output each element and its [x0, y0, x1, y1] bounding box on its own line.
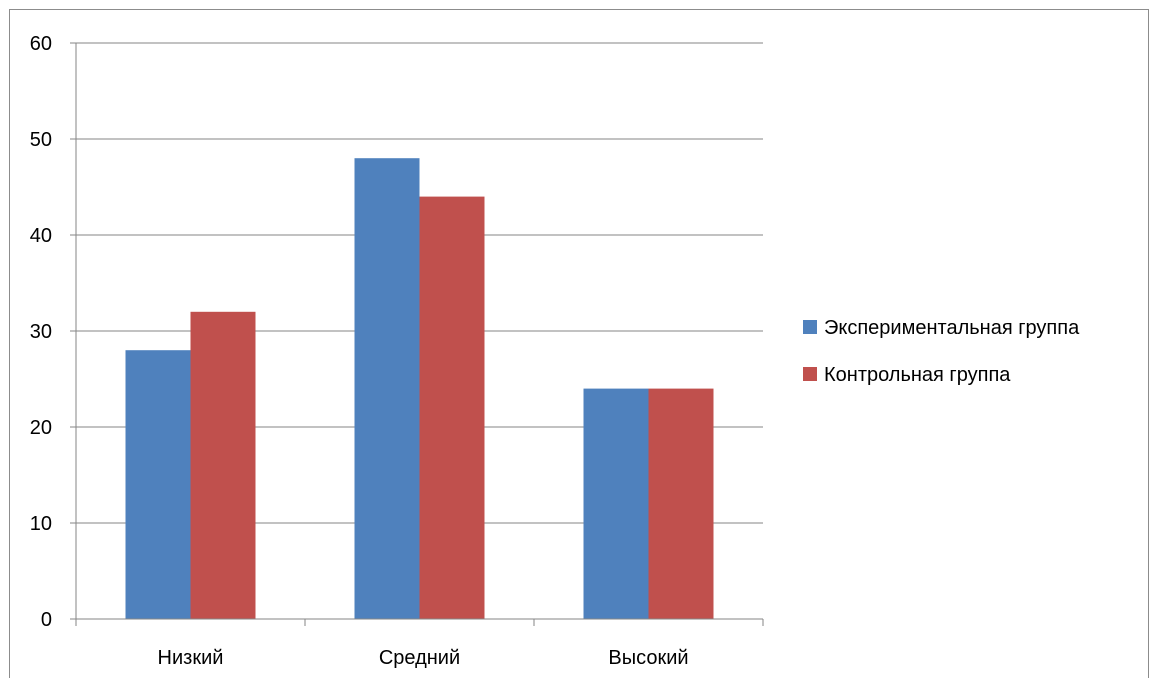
chart-frame — [9, 9, 1149, 678]
axes — [70, 42, 764, 626]
bar — [190, 311, 256, 619]
y-tick-label: 20 — [30, 417, 52, 439]
y-tick-label: 10 — [30, 513, 52, 535]
y-tick-label: 30 — [30, 321, 52, 343]
legend: Экспериментальная группа Контрольная груп… — [803, 317, 1080, 386]
y-tick-labels: 0 10 20 30 40 50 60 — [30, 33, 52, 631]
bar — [419, 196, 485, 619]
bar — [648, 388, 714, 619]
bar — [583, 388, 649, 619]
x-tick-label: Высокий — [608, 647, 688, 669]
x-tick-label: Средний — [379, 647, 460, 669]
bars — [125, 158, 714, 619]
x-tick-label: Низкий — [158, 647, 224, 669]
bar — [354, 158, 420, 619]
legend-swatch — [803, 320, 817, 334]
bar — [125, 350, 191, 619]
legend-swatch — [803, 367, 817, 381]
x-tick-labels: Низкий Средний Высокий — [158, 647, 689, 669]
y-tick-label: 60 — [30, 33, 52, 55]
y-tick-label: 50 — [30, 129, 52, 151]
legend-label: Экспериментальная группа — [824, 317, 1080, 339]
y-tick-label: 40 — [30, 225, 52, 247]
legend-label: Контрольная группа — [824, 364, 1011, 386]
y-tick-label: 0 — [41, 609, 52, 631]
